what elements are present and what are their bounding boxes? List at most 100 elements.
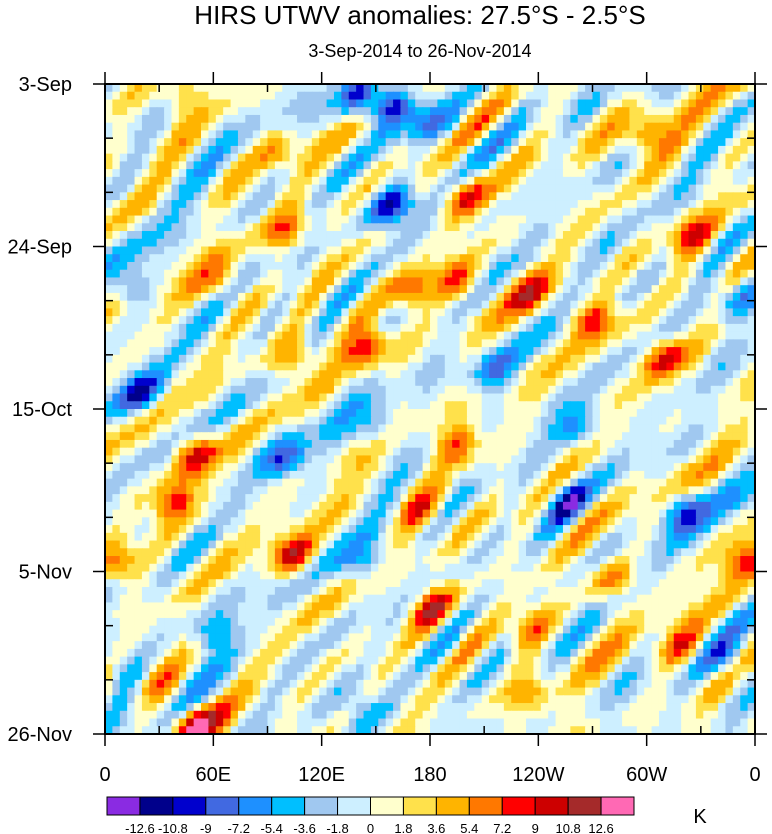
field-cell [237,192,246,201]
field-cell [149,138,158,147]
field-cell [215,478,224,487]
field-cell [636,200,645,209]
field-cell [526,254,535,263]
field-cell [407,517,416,526]
field-cell [622,277,631,286]
field-cell [407,215,416,224]
field-cell [518,269,527,279]
field-cell [725,393,734,402]
field-cell [363,347,372,356]
field-cell [599,316,608,325]
field-cell [149,277,158,286]
field-cell [688,463,697,472]
field-cell [141,501,150,511]
field-cell [688,91,697,101]
field-cell [562,401,571,410]
field-cell [378,153,387,162]
field-cell [223,393,232,402]
field-cell [348,347,357,356]
field-cell [570,378,579,387]
field-cell [363,99,372,108]
field-cell [363,424,372,433]
field-cell [385,455,394,464]
field-cell [466,416,475,426]
field-cell [415,447,424,457]
field-cell [703,176,712,186]
field-cell [171,192,180,201]
field-cell [533,91,542,101]
field-cell [415,455,424,464]
field-cell [326,84,335,93]
field-cell [378,439,387,449]
field-cell [134,192,143,201]
field-cell [688,269,697,279]
field-cell [430,439,438,449]
field-cell [171,107,180,116]
field-cell [607,432,616,441]
field-cell [378,316,387,325]
field-cell [215,130,224,139]
field-cell [732,432,741,441]
field-cell [201,432,210,441]
field-cell [385,339,394,348]
field-cell [186,122,195,132]
field-cell [496,439,505,449]
field-cell [105,470,113,480]
field-cell [326,269,335,279]
field-cell [710,370,719,379]
field-cell [518,184,527,193]
field-cell [430,432,438,441]
field-cell [466,401,475,410]
field-cell [636,223,645,232]
field-cell [186,308,195,317]
field-cell [267,416,276,426]
field-cell [555,161,564,170]
field-cell [274,84,283,93]
field-cell [644,354,653,364]
field-cell [245,91,254,101]
field-cell [237,517,246,526]
field-cell [201,331,210,340]
field-cell [112,362,121,371]
field-cell [644,401,653,410]
field-cell [289,138,298,147]
chart-subtitle: 3-Sep-2014 to 26-Nov-2014 [308,41,531,61]
field-cell [548,323,557,333]
field-cell [348,323,357,333]
field-cell [237,114,246,124]
field-cell [171,145,180,155]
field-cell [688,107,697,116]
field-cell [252,122,261,132]
field-cell [562,207,571,217]
field-cell [297,269,306,279]
field-cell [555,378,564,387]
field-cell [622,424,631,433]
field-cell [629,300,638,310]
field-cell [540,261,549,271]
field-cell [127,269,136,279]
field-cell [422,463,431,472]
field-cell [740,231,749,240]
field-cell [267,439,276,449]
field-cell [149,447,158,457]
field-cell [533,269,542,279]
field-cell [496,409,505,418]
field-cell [747,192,755,201]
field-cell [695,347,704,356]
field-cell [333,331,342,340]
field-cell [688,316,697,325]
field-cell [141,261,150,271]
field-cell [496,424,505,433]
field-cell [599,486,608,495]
field-cell [393,200,402,209]
field-cell [688,223,697,232]
field-cell [149,215,158,224]
field-cell [526,370,535,379]
field-cell [341,323,350,333]
field-cell [297,432,306,441]
field-cell [548,362,557,371]
field-cell [607,323,616,333]
field-cell [267,277,276,286]
field-cell [274,285,283,294]
field-cell [141,169,150,178]
